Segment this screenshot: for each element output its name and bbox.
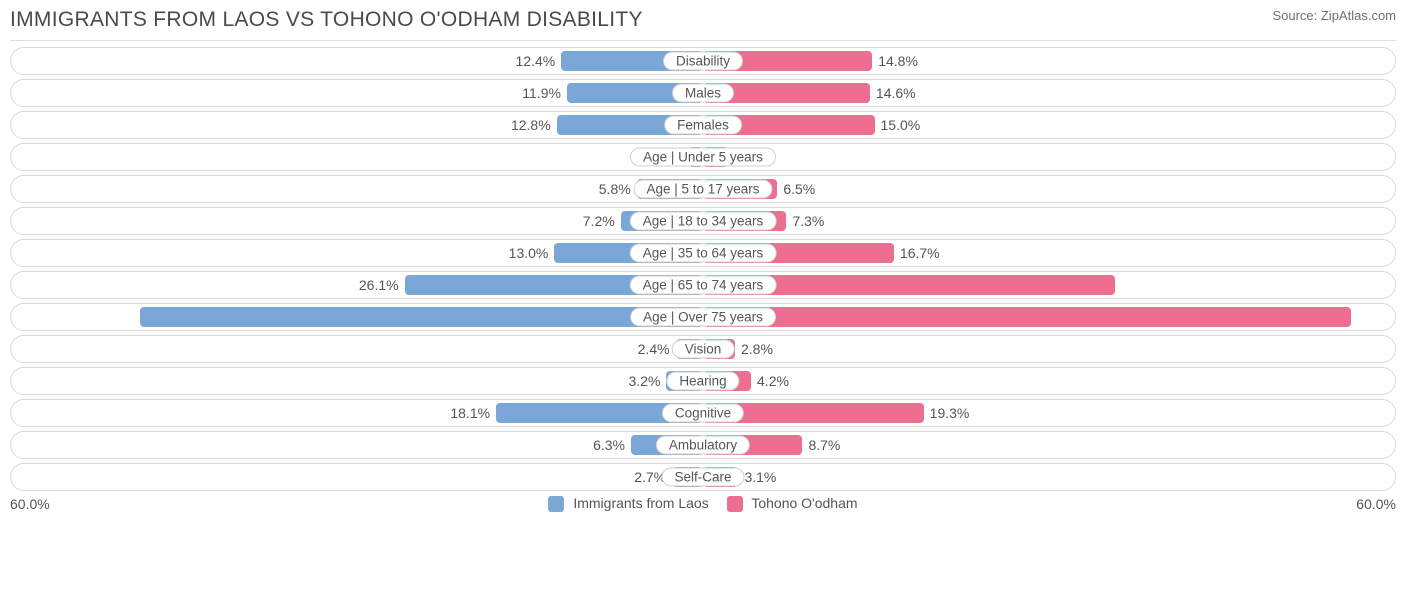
chart-row: 13.0% 16.7% Age | 35 to 64 years xyxy=(10,239,1396,267)
value-right: 16.7% xyxy=(894,243,940,263)
bar-right xyxy=(703,307,1351,327)
value-left: 2.4% xyxy=(638,339,676,359)
row-label: Age | Under 5 years xyxy=(630,148,776,167)
chart-footer: 60.0% Immigrants from Laos Tohono O'odha… xyxy=(10,495,1396,512)
row-label: Males xyxy=(672,84,734,103)
row-label: Self-Care xyxy=(661,468,744,487)
chart-legend: Immigrants from Laos Tohono O'odham xyxy=(70,495,1336,512)
value-right: 7.3% xyxy=(786,211,824,231)
axis-max-left: 60.0% xyxy=(10,496,70,512)
legend-label-right: Tohono O'odham xyxy=(751,495,857,511)
value-left: 12.8% xyxy=(511,115,557,135)
chart-row: 7.2% 7.3% Age | 18 to 34 years xyxy=(10,207,1396,235)
row-label: Age | 35 to 64 years xyxy=(630,244,777,263)
row-label: Cognitive xyxy=(662,404,744,423)
chart-row: 2.4% 2.8%Vision xyxy=(10,335,1396,363)
chart-row: 12.4% 14.8% Disability xyxy=(10,47,1396,75)
chart-row: 5.8% 6.5% Age | 5 to 17 years xyxy=(10,175,1396,203)
row-label: Hearing xyxy=(666,372,739,391)
value-right: 19.3% xyxy=(924,403,970,423)
value-left: 12.4% xyxy=(516,51,562,71)
value-left: 3.2% xyxy=(629,371,667,391)
value-right: 14.6% xyxy=(870,83,916,103)
axis-max-right: 60.0% xyxy=(1336,496,1396,512)
row-label: Age | 65 to 74 years xyxy=(630,276,777,295)
chart-row: 2.7%3.1%Self-Care xyxy=(10,463,1396,491)
row-label: Vision xyxy=(672,340,735,359)
chart-source: Source: ZipAtlas.com xyxy=(1272,8,1396,23)
legend-label-left: Immigrants from Laos xyxy=(573,495,708,511)
row-label: Age | 18 to 34 years xyxy=(630,212,777,231)
row-label: Females xyxy=(664,116,742,135)
bar-left xyxy=(140,307,703,327)
chart-row: 1.3%2.2%Age | Under 5 years xyxy=(10,143,1396,171)
row-label: Age | Over 75 years xyxy=(630,308,776,327)
value-left: 6.3% xyxy=(593,435,631,455)
value-right: 2.8% xyxy=(735,339,773,359)
chart-row: 12.8% 15.0% Females xyxy=(10,111,1396,139)
value-left: 26.1% xyxy=(359,275,405,295)
chart-row: 3.2% 4.2% Hearing xyxy=(10,367,1396,395)
chart-header: IMMIGRANTS FROM LAOS VS TOHONO O'ODHAM D… xyxy=(10,8,1396,32)
diverging-bar-chart: 12.4% 14.8% Disability 11.9% 14.6% Males 12.8%… xyxy=(10,40,1396,491)
chart-row: 11.9% 14.6% Males xyxy=(10,79,1396,107)
row-label: Ambulatory xyxy=(656,436,750,455)
value-right: 4.2% xyxy=(751,371,789,391)
legend-item-right: Tohono O'odham xyxy=(727,495,858,512)
row-label: Disability xyxy=(663,52,743,71)
row-label: Age | 5 to 17 years xyxy=(633,180,772,199)
value-right: 15.0% xyxy=(875,115,921,135)
chart-row: 26.1%36.0%Age | 65 to 74 years xyxy=(10,271,1396,299)
value-right: 6.5% xyxy=(777,179,815,199)
value-left: 13.0% xyxy=(509,243,555,263)
value-right: 14.8% xyxy=(872,51,918,71)
value-left: 18.1% xyxy=(450,403,496,423)
chart-row: 18.1% 19.3% Cognitive xyxy=(10,399,1396,427)
value-left: 11.9% xyxy=(522,83,567,103)
chart-title: IMMIGRANTS FROM LAOS VS TOHONO O'ODHAM D… xyxy=(10,8,643,32)
chart-row: 6.3% 8.7% Ambulatory xyxy=(10,431,1396,459)
value-right: 8.7% xyxy=(802,435,840,455)
value-left: 7.2% xyxy=(583,211,621,231)
chart-row: 49.2%56.7%Age | Over 75 years xyxy=(10,303,1396,331)
legend-swatch-left xyxy=(548,496,564,512)
value-left: 5.8% xyxy=(599,179,637,199)
legend-swatch-right xyxy=(727,496,743,512)
legend-item-left: Immigrants from Laos xyxy=(548,495,708,512)
